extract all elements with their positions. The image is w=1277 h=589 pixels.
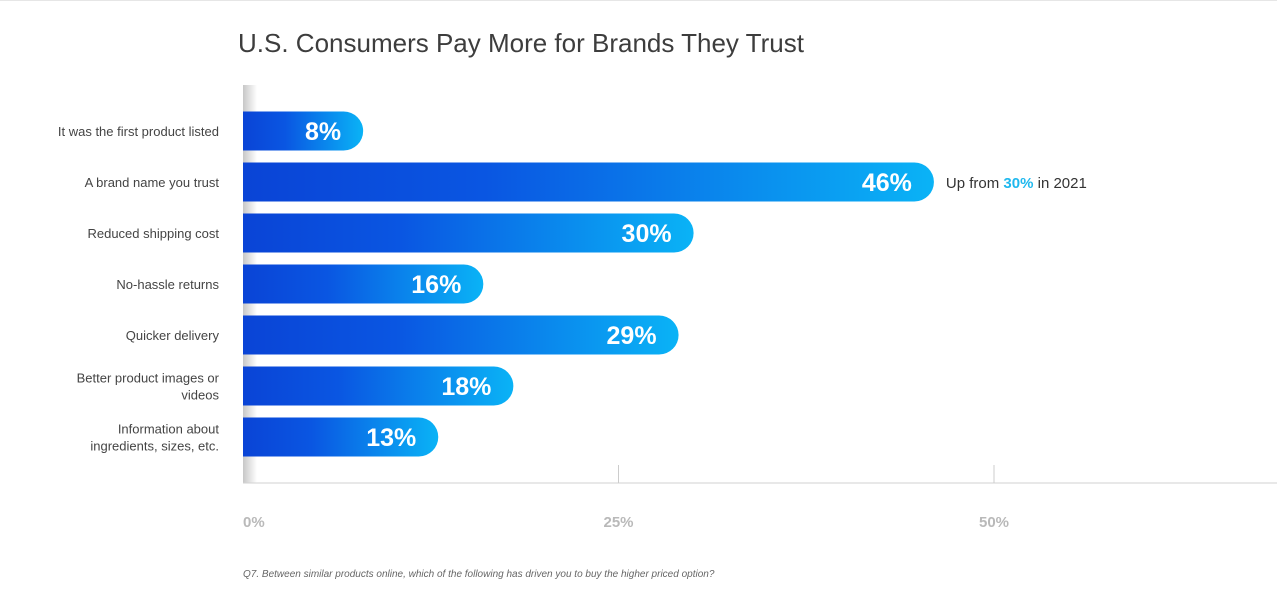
bar-value-label: 29%	[607, 322, 657, 350]
chart-title: U.S. Consumers Pay More for Brands They …	[238, 28, 804, 58]
x-tick-label: 0%	[243, 514, 265, 531]
x-tick-label: 25%	[603, 514, 633, 531]
bar	[243, 315, 679, 355]
bar	[243, 162, 934, 202]
bar-value-label: 30%	[622, 220, 672, 248]
bar-value-label: 16%	[411, 271, 461, 299]
bar-annotation: Up from 30% in 2021	[946, 175, 1087, 192]
x-tick-label: 50%	[979, 514, 1009, 531]
category-label: Information about ingredients, sizes, etc…	[90, 422, 219, 454]
bar-value-label: 46%	[862, 169, 912, 197]
bar	[243, 111, 364, 151]
bar-value-label: 13%	[366, 424, 416, 452]
footnote: Q7. Between similar products online, whi…	[243, 569, 715, 580]
bar-value-label: 8%	[305, 118, 341, 146]
bar	[243, 213, 694, 253]
bar	[243, 366, 514, 406]
category-label: No-hassle returns	[116, 277, 219, 292]
category-label: Reduced shipping cost	[87, 226, 219, 241]
category-label: Better product images or videos	[77, 371, 220, 403]
bar	[243, 417, 439, 457]
category-label: A brand name you trust	[85, 175, 220, 190]
category-label: Quicker delivery	[126, 328, 220, 343]
top-divider	[0, 0, 1277, 1]
bar-value-label: 18%	[441, 373, 491, 401]
bar	[243, 264, 484, 304]
category-label: It was the first product listed	[58, 124, 219, 139]
